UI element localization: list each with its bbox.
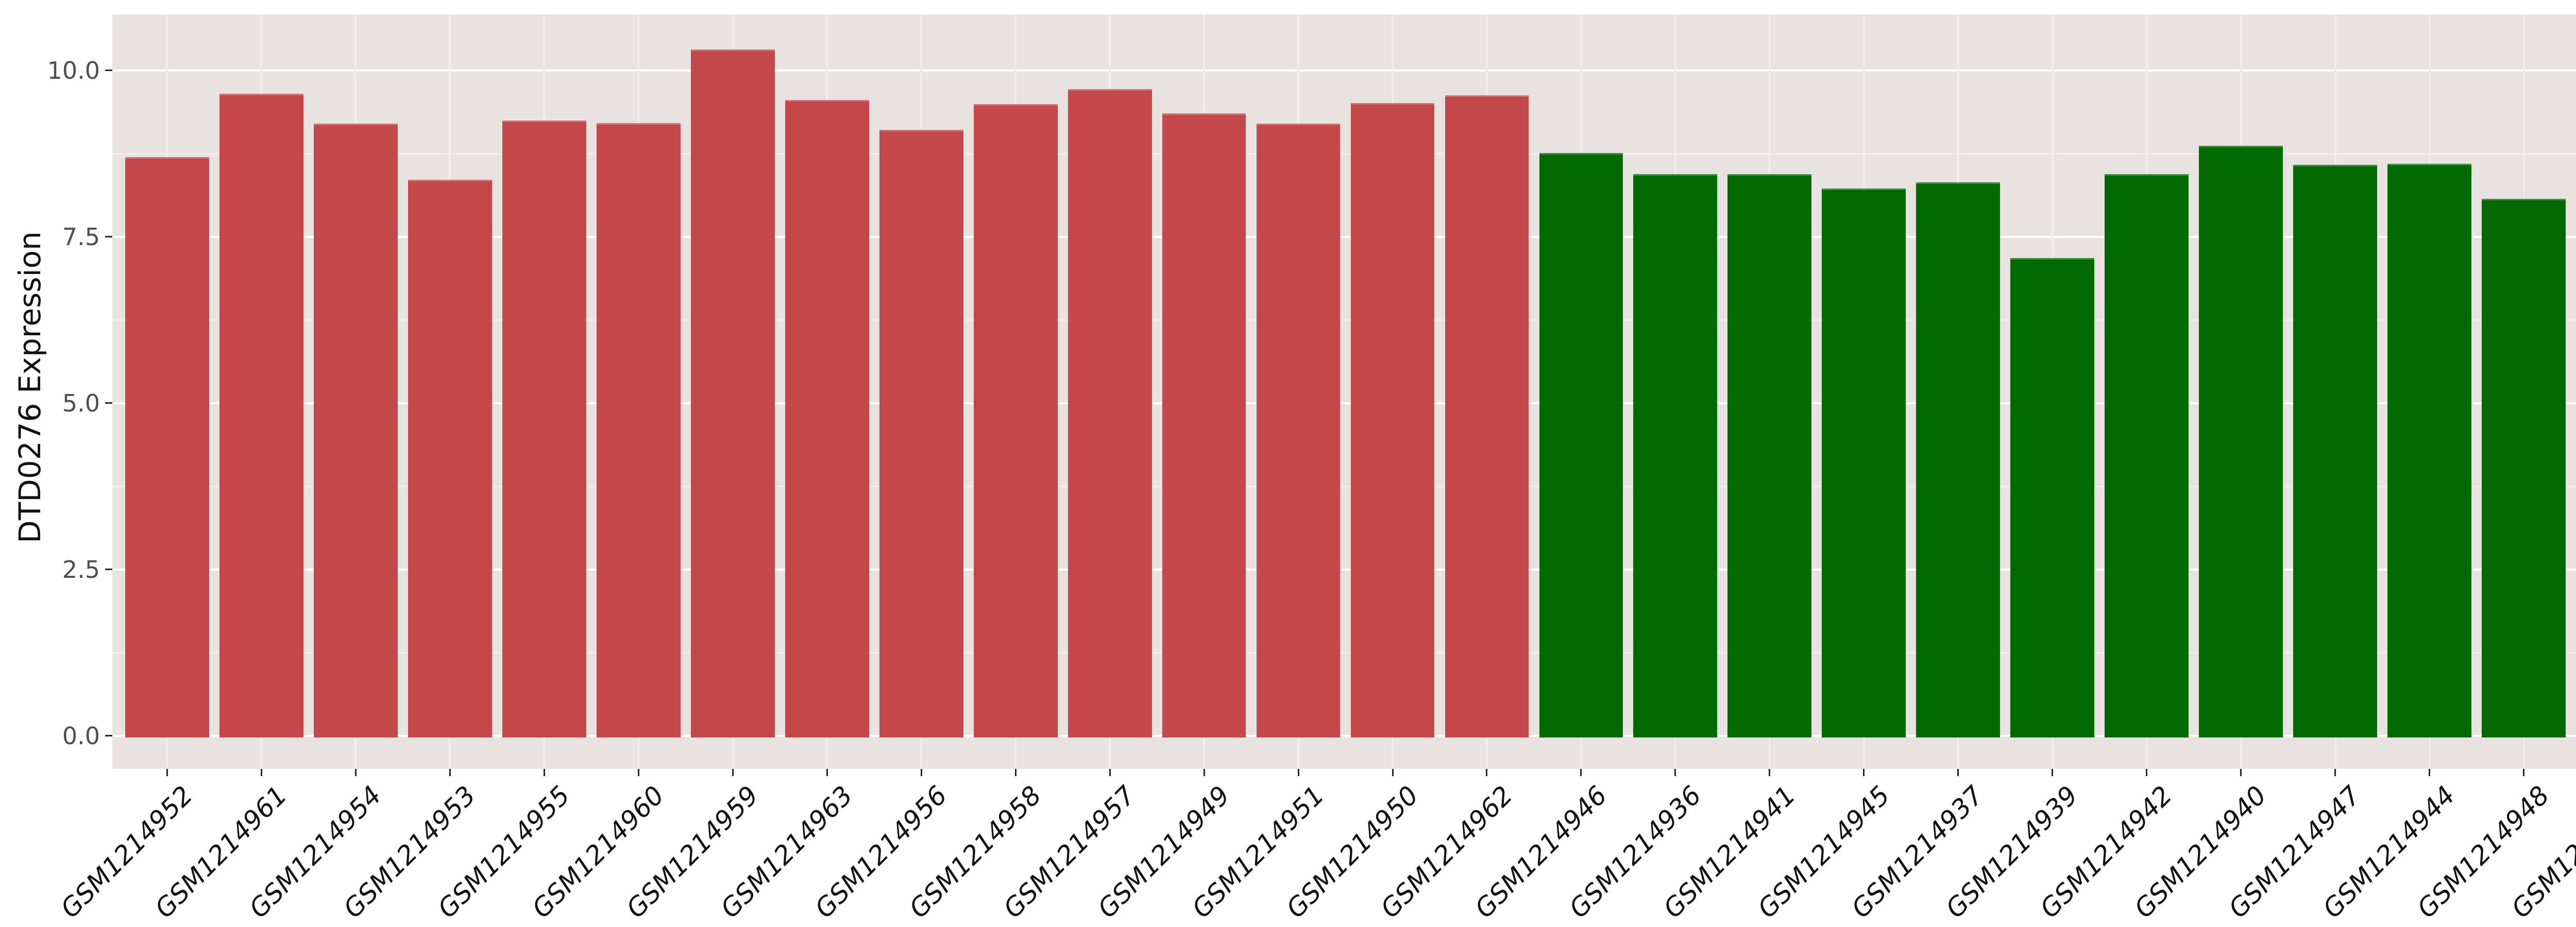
bar-GSM1214952 — [125, 157, 209, 737]
x-tick-mark-GSM1214939 — [2052, 769, 2054, 776]
gridline-minor-1.25 — [112, 651, 2576, 654]
x-tick-mark-GSM1214962 — [1486, 769, 1488, 776]
bar-GSM1214959 — [690, 49, 775, 737]
x-tick-mark-GSM1214958 — [1014, 769, 1016, 776]
bar-GSM1214956 — [879, 129, 963, 737]
x-tick-mark-GSM1214937 — [1957, 769, 1959, 776]
bar-GSM1214941 — [1727, 174, 1812, 737]
bar-GSM1214947 — [2293, 165, 2378, 737]
bar-GSM1214946 — [1539, 153, 1623, 737]
bar-GSM1214945 — [1822, 188, 1906, 737]
y-tick-label-10: 10.0 — [47, 56, 100, 84]
gridline-minor-3.75 — [112, 485, 2576, 487]
bar-GSM1214953 — [408, 179, 492, 737]
x-tick-mark-GSM1214948 — [2523, 769, 2525, 776]
x-tick-mark-GSM1214956 — [920, 769, 922, 776]
x-tick-mark-GSM1214957 — [1109, 769, 1111, 776]
bar-GSM1214949 — [1162, 113, 1246, 737]
y-tick-label-7.5: 7.5 — [62, 222, 100, 251]
bar-GSM1214955 — [502, 120, 586, 737]
bar-GSM1214963 — [785, 99, 869, 737]
bar-GSM1214962 — [1445, 95, 1529, 737]
x-tick-mark-GSM1214949 — [1203, 769, 1205, 776]
x-tick-mark-GSM1214946 — [1580, 769, 1582, 776]
y-tick-mark-0 — [105, 735, 112, 737]
gridline-minor-8.75 — [112, 152, 2576, 154]
x-tick-mark-GSM1214940 — [2240, 769, 2242, 776]
gridline-major-7.5 — [112, 235, 2576, 238]
bar-GSM1214948 — [2482, 199, 2566, 737]
bar-GSM1214960 — [596, 123, 681, 737]
bar-GSM1214951 — [1256, 124, 1341, 737]
y-tick-mark-10 — [105, 70, 112, 72]
x-tick-mark-GSM1214952 — [166, 769, 168, 776]
x-tick-mark-GSM1214961 — [260, 769, 262, 776]
x-tick-mark-GSM1214953 — [449, 769, 451, 776]
gridline-major-2.5 — [112, 568, 2576, 571]
x-tick-mark-GSM1214944 — [2429, 769, 2431, 776]
gridline-major-0 — [112, 734, 2576, 737]
plot-area — [112, 14, 2576, 769]
x-tick-mark-GSM1214951 — [1297, 769, 1299, 776]
y-tick-label-0: 0.0 — [62, 722, 100, 750]
x-tick-mark-GSM1214960 — [637, 769, 639, 776]
bar-GSM1214957 — [1067, 89, 1152, 737]
gridline-minor-6.25 — [112, 319, 2576, 321]
y-axis-label: DTD0276 Expression — [12, 231, 47, 543]
bar-GSM1214958 — [973, 104, 1058, 737]
bar-GSM1214939 — [2010, 258, 2095, 737]
y-tick-label-2.5: 2.5 — [62, 555, 100, 583]
x-tick-mark-GSM1214955 — [543, 769, 545, 776]
bar-GSM1214937 — [1916, 182, 2001, 737]
gridline-major-5 — [112, 402, 2576, 404]
y-tick-mark-5 — [105, 402, 112, 404]
x-tick-mark-GSM1214941 — [1769, 769, 1771, 776]
x-tick-mark-GSM1214963 — [826, 769, 828, 776]
y-tick-mark-2.5 — [105, 569, 112, 571]
bar-GSM1214940 — [2199, 145, 2283, 737]
y-tick-mark-7.5 — [105, 236, 112, 238]
y-tick-label-5: 5.0 — [62, 389, 100, 417]
x-tick-mark-GSM1214936 — [1674, 769, 1676, 776]
gridline-major-10 — [112, 69, 2576, 72]
x-tick-mark-GSM1214945 — [1863, 769, 1865, 776]
bar-GSM1214950 — [1350, 103, 1435, 737]
x-tick-mark-GSM1214950 — [1392, 769, 1394, 776]
bar-GSM1214944 — [2387, 163, 2472, 737]
bar-GSM1214954 — [313, 124, 398, 737]
x-tick-mark-GSM1214959 — [732, 769, 734, 776]
x-tick-mark-GSM1214947 — [2334, 769, 2336, 776]
x-tick-mark-GSM1214954 — [354, 769, 357, 776]
x-tick-mark-GSM1214942 — [2146, 769, 2148, 776]
bar-GSM1214961 — [219, 94, 303, 737]
bar-GSM1214942 — [2105, 174, 2189, 737]
bar-GSM1214936 — [1633, 174, 1718, 737]
